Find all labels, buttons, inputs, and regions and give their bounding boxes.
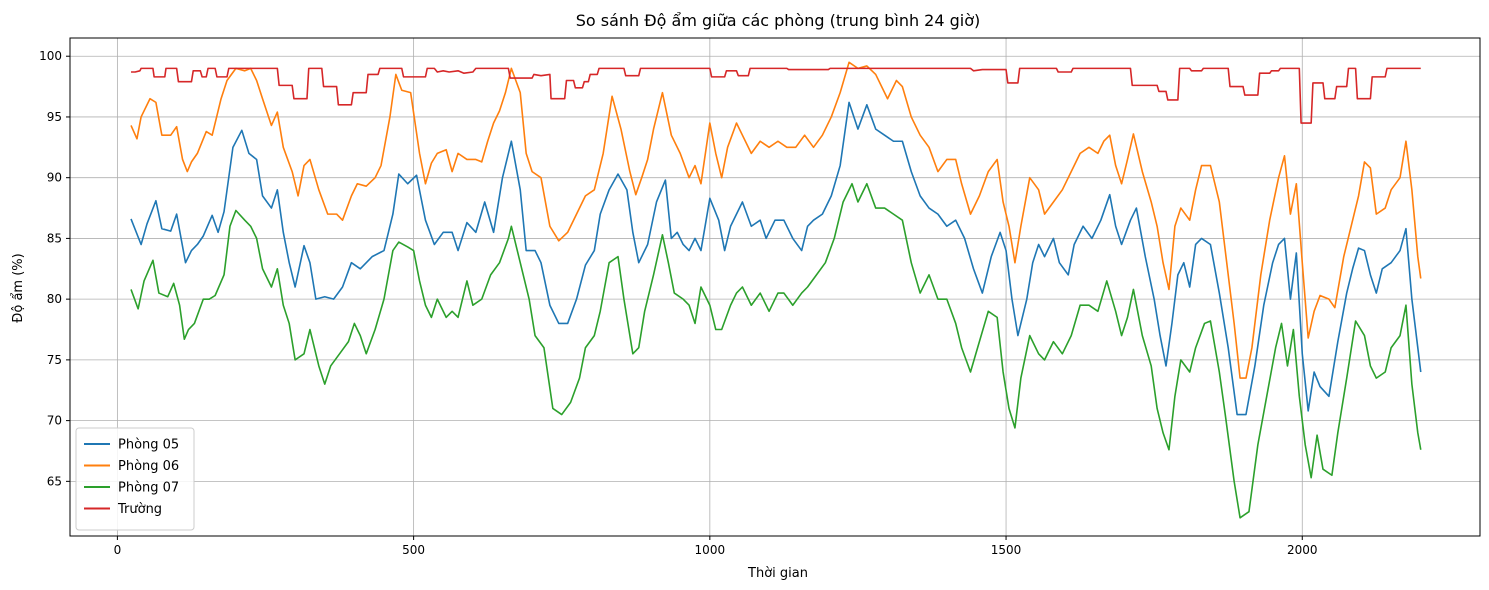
y-tick-label: 75 [47,353,62,367]
series-line [131,67,1421,124]
legend-box [75,427,195,531]
series-line [130,182,1422,519]
series-line [130,101,1422,416]
x-tick-label: 500 [402,543,425,557]
grid [70,38,1480,536]
y-tick-label: 100 [39,49,62,63]
y-tick-label: 95 [47,110,62,124]
series-line [130,61,1422,379]
x-tick-label: 0 [114,543,122,557]
y-tick-label: 65 [47,474,62,488]
plot-frame [69,37,1481,537]
y-tick-label: 80 [47,292,62,306]
legend-label: Trường [117,502,162,517]
series-lines [130,61,1422,519]
chart-title: So sánh Độ ẩm giữa các phòng (trung bình… [576,11,981,30]
y-tick-label: 85 [47,231,62,245]
axis-ticks: 0 500 1000 1500 2000 65 70 75 80 85 90 95 100 [39,49,1317,557]
y-tick-label: 70 [47,414,62,428]
x-tick-label: 2000 [1287,543,1318,557]
x-tick-label: 1000 [695,543,726,557]
y-tick-label: 90 [47,171,62,185]
legend-label: Phòng 06 [118,459,179,474]
legend-label: Phòng 05 [118,438,179,453]
x-axis-label: Thời gian [747,566,808,581]
x-tick-label: 1500 [991,543,1022,557]
legend: Phòng 05 Phòng 06 Phòng 07 Trường [75,427,195,531]
y-axis-label: Độ ẩm (%) [11,253,26,322]
legend-label: Phòng 07 [118,481,179,496]
